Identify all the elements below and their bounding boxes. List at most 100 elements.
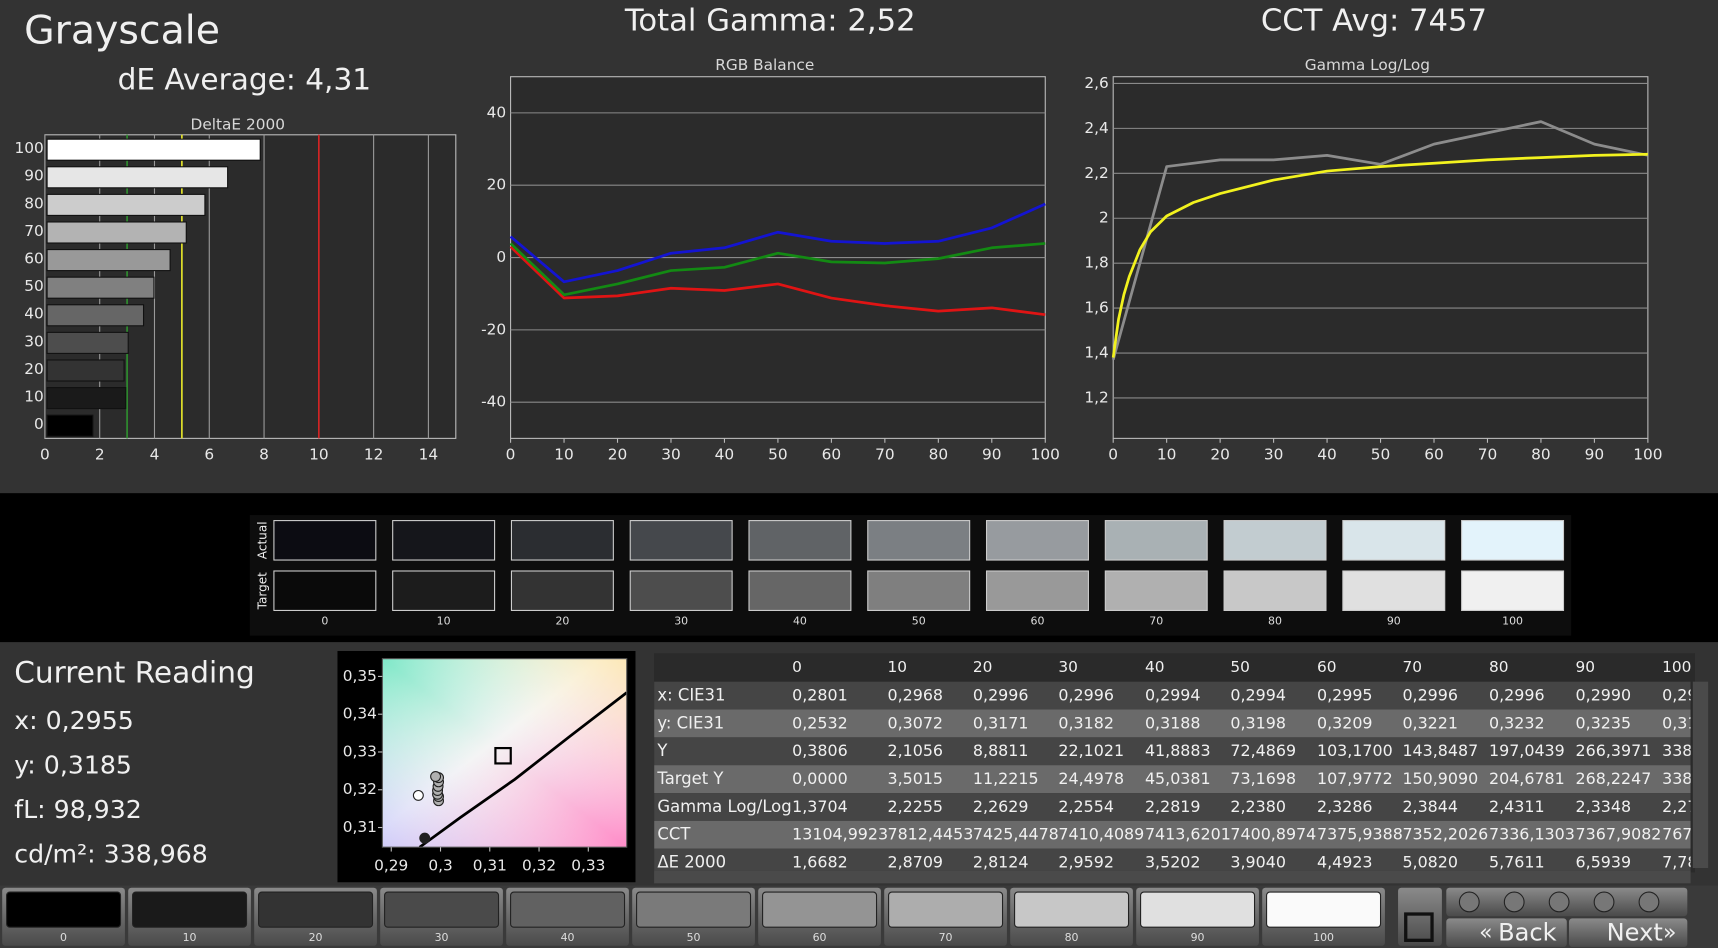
table-cell: 268,2247 — [1576, 769, 1652, 788]
loop-button[interactable] — [1593, 891, 1615, 913]
x-tick-label: 40 — [715, 445, 735, 463]
table-cell: 0,2994 — [1230, 685, 1286, 704]
cie-border — [381, 658, 628, 848]
x-tick-label: 100 — [1031, 445, 1060, 463]
series-line — [509, 242, 1046, 297]
de-average: dE Average: 4,31 — [118, 63, 372, 97]
back-arrow: « — [1479, 921, 1492, 946]
table-cell: 0,3072 — [887, 713, 943, 732]
y-tick-label: 0,33 — [343, 742, 377, 760]
y-tick-label: 0 — [34, 415, 44, 433]
table-cell: 0,2996 — [1058, 685, 1114, 704]
target-label: Target — [255, 572, 269, 611]
table-cell: 2,8124 — [973, 852, 1029, 871]
column-header: 90 — [1576, 658, 1596, 676]
series-line — [1111, 120, 1649, 361]
table-cell: 103,1700 — [1317, 741, 1393, 760]
actual-swatch — [1342, 520, 1446, 561]
target-swatch — [392, 570, 496, 611]
patch-label: 0 — [60, 931, 67, 944]
x-tick-label: 6 — [204, 445, 214, 463]
play-button[interactable] — [1503, 891, 1525, 913]
table-cell: 2,4311 — [1489, 797, 1545, 816]
actual-swatch — [1104, 520, 1208, 561]
x-tick-label: 80 — [929, 445, 949, 463]
y-tick-label: 80 — [24, 194, 44, 212]
table-cell: 8,8811 — [973, 741, 1029, 760]
table-cell: 7400,8974 — [1230, 825, 1316, 844]
table-cell: 0,3198 — [1230, 713, 1286, 732]
column-header: 10 — [887, 658, 907, 676]
patch-swatch — [510, 891, 626, 928]
y-tick-label: 20 — [24, 360, 44, 378]
table-cell: 0,3209 — [1317, 713, 1373, 732]
x-tick-label: 70 — [1478, 445, 1498, 463]
pattern-button[interactable] — [1548, 891, 1570, 913]
table-cell: 0,3221 — [1402, 713, 1458, 732]
scrollbar — [1692, 681, 1709, 868]
total-gamma: Total Gamma: 2,52 — [624, 3, 916, 38]
x-tick-label: 60 — [1424, 445, 1444, 463]
swatch-label: 90 — [1387, 614, 1401, 627]
y-tick-label: 0,34 — [343, 705, 377, 723]
table-cell: 13104,9923 — [792, 825, 888, 844]
next-label[interactable]: Next — [1607, 919, 1663, 947]
series-line — [1111, 152, 1648, 358]
row-label: y: CIE31 — [657, 713, 724, 732]
y-tick-label: 90 — [24, 167, 44, 185]
column-header: 80 — [1489, 658, 1509, 676]
x-tick-label: 10 — [309, 445, 329, 463]
x-tick-label: 0 — [1108, 445, 1118, 463]
patch-swatch — [1266, 891, 1382, 928]
swatch-label: 50 — [912, 614, 926, 627]
measured-point — [430, 771, 442, 783]
patch-swatch — [1140, 891, 1256, 928]
target-swatch — [510, 570, 614, 611]
column-header: 20 — [973, 658, 993, 676]
back-label[interactable]: Back — [1498, 919, 1557, 947]
table-cell: 0,0000 — [792, 769, 848, 788]
y-tick-label: -20 — [481, 320, 506, 338]
table-cell: 0,29 — [1662, 685, 1697, 704]
next-button[interactable] — [1568, 918, 1688, 947]
cct-average: CCT Avg: 7457 — [1261, 3, 1487, 38]
x-tick-label: 0,32 — [522, 856, 556, 874]
actual-swatch — [510, 520, 614, 561]
x-tick-label: 50 — [1371, 445, 1391, 463]
target-point — [494, 746, 512, 765]
table-cell: 0,31 — [1662, 713, 1697, 732]
table-cell: 0,3232 — [1489, 713, 1545, 732]
chart-title: Gamma Log/Log — [1305, 56, 1430, 74]
table-cell: 3,9040 — [1230, 852, 1286, 871]
bar — [46, 249, 171, 272]
table-cell: 0,2801 — [792, 685, 848, 704]
table-cell: 1,3704 — [792, 797, 848, 816]
row-label: CCT — [657, 825, 691, 844]
row-label: x: CIE31 — [657, 685, 725, 704]
table-cell: 7413,6201 — [1145, 825, 1231, 844]
x-tick-label: 80 — [1531, 445, 1551, 463]
table-cell: 338, — [1662, 741, 1697, 760]
table-row — [654, 793, 1691, 821]
record-button[interactable] — [1458, 891, 1480, 913]
chart-title: RGB Balance — [715, 56, 814, 74]
refresh-button[interactable] — [1638, 891, 1660, 913]
x-tick-label: 0 — [40, 445, 50, 463]
y-tick-label: 0,32 — [343, 780, 377, 798]
table-cell: 11,2215 — [973, 769, 1039, 788]
table-cell: 73,1698 — [1230, 769, 1296, 788]
y-tick-label: 1,8 — [1084, 254, 1108, 272]
patch-label: 40 — [561, 931, 575, 944]
y-tick-label: -40 — [481, 393, 506, 411]
bar — [46, 304, 145, 327]
table-cell: 7679 — [1662, 825, 1702, 844]
actual-swatch — [748, 520, 852, 561]
column-header: 50 — [1230, 658, 1250, 676]
back-button[interactable] — [1446, 918, 1567, 947]
table-cell: 5,7611 — [1489, 852, 1545, 871]
swatch-label: 20 — [555, 614, 569, 627]
actual-swatch — [985, 520, 1089, 561]
patch-swatch — [6, 891, 122, 928]
y-tick-label: 40 — [487, 103, 507, 121]
actual-swatch — [392, 520, 496, 561]
